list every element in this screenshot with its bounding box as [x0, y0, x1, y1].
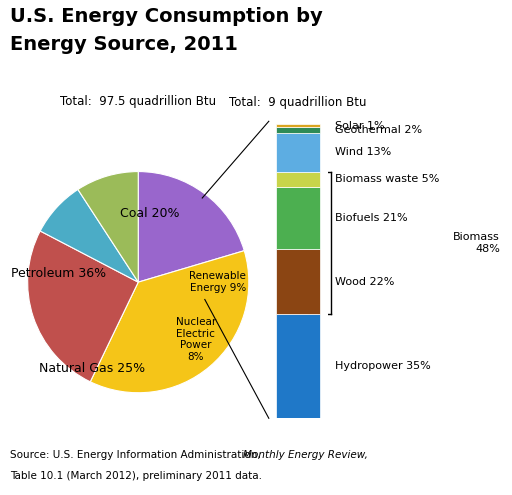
Wedge shape: [78, 172, 138, 282]
Text: Nuclear
Electric
Power
8%: Nuclear Electric Power 8%: [176, 317, 216, 362]
Text: Biofuels 21%: Biofuels 21%: [335, 213, 407, 223]
Wedge shape: [90, 250, 249, 393]
Text: Total:  9 quadrillion Btu: Total: 9 quadrillion Btu: [229, 97, 367, 109]
Text: Wind 13%: Wind 13%: [335, 148, 391, 157]
Wedge shape: [28, 231, 138, 382]
Wedge shape: [40, 190, 138, 282]
Text: Natural Gas 25%: Natural Gas 25%: [39, 362, 145, 375]
Text: Total:  97.5 quadrillion Btu: Total: 97.5 quadrillion Btu: [60, 95, 216, 108]
Text: Wood 22%: Wood 22%: [335, 277, 394, 287]
Text: Geothermal 2%: Geothermal 2%: [335, 125, 422, 135]
Text: Biomass
48%: Biomass 48%: [453, 232, 500, 254]
Text: Table 10.1 (March 2012), preliminary 2011 data.: Table 10.1 (March 2012), preliminary 201…: [10, 471, 262, 481]
Text: Energy Source, 2011: Energy Source, 2011: [10, 35, 238, 53]
Bar: [276, 249, 321, 314]
Text: Biomass waste 5%: Biomass waste 5%: [335, 174, 439, 184]
Text: U.S. Energy Consumption by: U.S. Energy Consumption by: [10, 7, 323, 26]
Text: Petroleum 36%: Petroleum 36%: [11, 267, 106, 280]
Text: Source: U.S. Energy Information Administration,: Source: U.S. Energy Information Administ…: [10, 450, 264, 460]
Text: Hydropower 35%: Hydropower 35%: [335, 361, 431, 371]
Text: Monthly Energy Review,: Monthly Energy Review,: [243, 450, 368, 460]
Bar: [276, 187, 321, 249]
Bar: [276, 127, 321, 133]
Bar: [276, 314, 321, 418]
Wedge shape: [138, 172, 244, 282]
Text: Coal 20%: Coal 20%: [119, 207, 179, 220]
Bar: [276, 172, 321, 187]
Bar: [276, 133, 321, 172]
Text: Renewable
Energy 9%: Renewable Energy 9%: [189, 271, 246, 293]
Bar: [276, 124, 321, 127]
Text: Solar 1%: Solar 1%: [335, 121, 385, 131]
